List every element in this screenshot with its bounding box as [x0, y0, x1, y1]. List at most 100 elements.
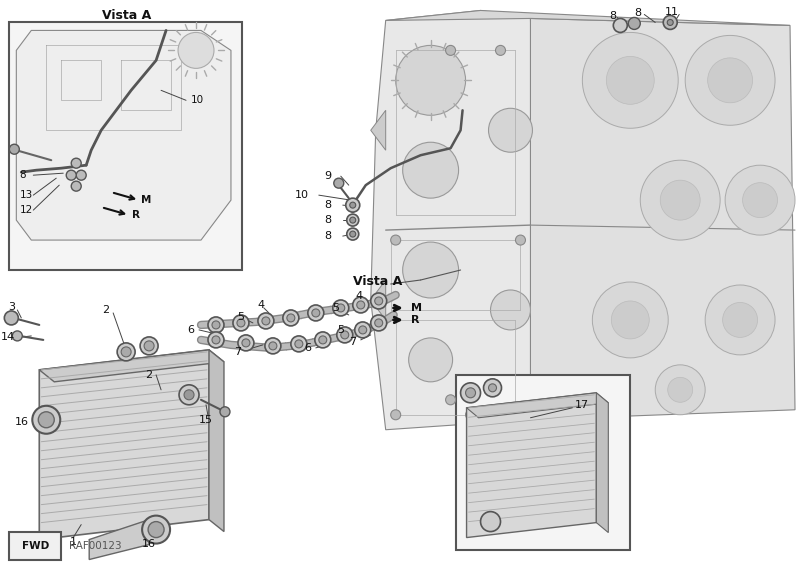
Text: 6: 6 [187, 325, 194, 335]
Circle shape [208, 332, 224, 348]
Circle shape [409, 338, 453, 382]
Text: 13: 13 [19, 190, 33, 200]
Circle shape [283, 310, 299, 326]
Circle shape [668, 377, 693, 402]
Circle shape [337, 304, 345, 312]
Circle shape [489, 384, 497, 392]
Text: 6: 6 [304, 343, 311, 353]
Text: 4: 4 [258, 300, 265, 310]
Circle shape [308, 305, 324, 321]
Circle shape [265, 338, 281, 354]
Text: 3: 3 [8, 302, 15, 312]
Polygon shape [39, 350, 209, 540]
Circle shape [374, 319, 382, 327]
Circle shape [655, 365, 705, 415]
Circle shape [237, 319, 245, 327]
Circle shape [242, 339, 250, 347]
Circle shape [312, 309, 320, 317]
Circle shape [606, 56, 654, 104]
Text: FWD: FWD [22, 540, 49, 550]
Circle shape [66, 170, 76, 180]
Circle shape [258, 313, 274, 329]
Circle shape [269, 342, 277, 350]
Circle shape [357, 301, 365, 309]
Circle shape [742, 183, 778, 218]
Circle shape [144, 341, 154, 351]
Circle shape [350, 231, 356, 237]
Circle shape [346, 198, 360, 212]
Circle shape [32, 406, 60, 434]
Circle shape [238, 335, 254, 351]
Circle shape [117, 343, 135, 361]
Circle shape [179, 385, 199, 405]
Circle shape [582, 32, 678, 128]
Circle shape [592, 282, 668, 358]
Circle shape [370, 293, 386, 309]
Circle shape [220, 407, 230, 417]
Polygon shape [596, 393, 608, 532]
Polygon shape [466, 393, 608, 418]
Circle shape [333, 300, 349, 316]
Text: M: M [141, 195, 151, 205]
Text: 10: 10 [295, 190, 309, 200]
Circle shape [374, 297, 382, 305]
Text: Vista A: Vista A [102, 9, 150, 22]
Circle shape [640, 160, 720, 240]
Circle shape [291, 336, 307, 352]
Text: 17: 17 [574, 400, 589, 410]
Text: 8: 8 [324, 200, 331, 210]
Circle shape [614, 19, 627, 32]
Circle shape [212, 336, 220, 344]
Text: 2: 2 [102, 305, 110, 315]
Circle shape [354, 322, 370, 338]
Circle shape [233, 315, 249, 331]
Text: 2: 2 [146, 370, 153, 380]
Text: R: R [132, 210, 140, 220]
Circle shape [446, 45, 455, 55]
Polygon shape [39, 350, 224, 382]
Text: +: + [414, 329, 448, 371]
Text: 8: 8 [634, 8, 642, 19]
Text: 7: 7 [234, 347, 241, 357]
Circle shape [489, 108, 533, 152]
Circle shape [722, 302, 758, 337]
Circle shape [178, 32, 214, 68]
Text: miki: miki [397, 250, 544, 330]
Circle shape [396, 45, 466, 115]
Text: RAF00123: RAF00123 [70, 540, 122, 550]
Circle shape [346, 228, 358, 240]
Bar [10, 23, 242, 270]
Circle shape [140, 337, 158, 355]
Circle shape [611, 301, 650, 339]
Circle shape [148, 522, 164, 537]
Text: 14: 14 [1, 332, 15, 342]
Text: 15: 15 [199, 415, 213, 425]
Circle shape [515, 410, 526, 420]
Circle shape [38, 412, 54, 428]
Circle shape [262, 317, 270, 325]
Circle shape [334, 178, 344, 188]
Text: 8: 8 [19, 170, 26, 180]
Circle shape [461, 383, 481, 403]
Text: M: M [410, 303, 422, 313]
Circle shape [350, 217, 356, 223]
Circle shape [12, 331, 22, 341]
Polygon shape [466, 393, 596, 537]
Circle shape [660, 180, 700, 220]
Text: 12: 12 [19, 205, 33, 215]
Circle shape [71, 158, 82, 168]
Circle shape [346, 214, 358, 226]
Polygon shape [386, 11, 790, 25]
Circle shape [628, 17, 640, 29]
Circle shape [142, 515, 170, 544]
Text: 16: 16 [142, 539, 156, 549]
Circle shape [71, 181, 82, 191]
Circle shape [466, 388, 475, 398]
Circle shape [121, 347, 131, 357]
Circle shape [708, 58, 753, 103]
Text: 8: 8 [324, 215, 331, 225]
Text: 7: 7 [349, 337, 356, 347]
Circle shape [495, 45, 506, 55]
Circle shape [315, 332, 330, 348]
Circle shape [184, 390, 194, 400]
